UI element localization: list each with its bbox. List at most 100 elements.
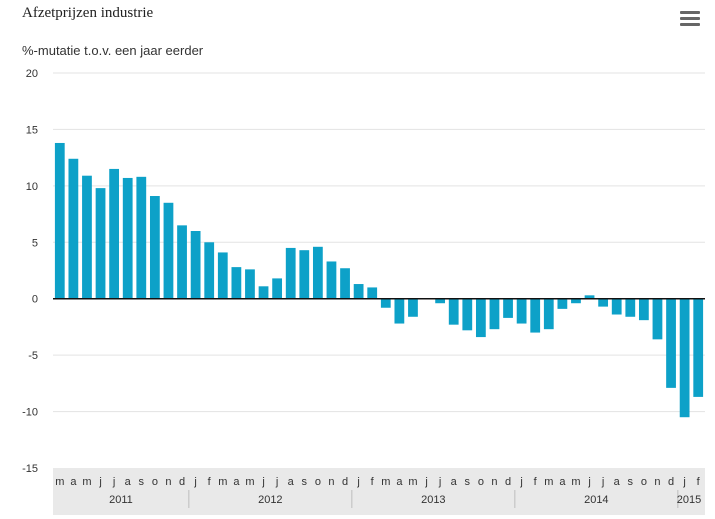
- bar: [666, 298, 676, 388]
- bar: [679, 298, 690, 418]
- bar: [272, 278, 283, 299]
- menu-icon[interactable]: [680, 11, 700, 27]
- bar: [122, 177, 133, 299]
- bar: [54, 142, 65, 299]
- x-tick-label: d: [179, 476, 185, 488]
- x-tick-label: f: [208, 476, 212, 488]
- y-tick-label: -15: [22, 463, 38, 475]
- x-tick-label: j: [112, 476, 115, 488]
- x-tick-label: s: [628, 476, 634, 488]
- bar: [367, 287, 378, 299]
- x-tick-label: a: [451, 476, 458, 488]
- x-tick-label: n: [491, 476, 497, 488]
- x-tick-label: a: [559, 476, 566, 488]
- x-tick-label: o: [478, 476, 484, 488]
- y-tick-label: 20: [26, 68, 38, 80]
- x-tick-label: d: [342, 476, 348, 488]
- y-tick-label: 5: [32, 237, 38, 249]
- x-tick-label: s: [302, 476, 308, 488]
- bar: [326, 261, 337, 299]
- bar: [638, 298, 649, 321]
- bar: [258, 286, 269, 299]
- bar: [163, 202, 174, 299]
- x-tick-label: s: [139, 476, 145, 488]
- bar: [584, 295, 595, 299]
- chart-title: Afzetprijzen industrie: [22, 5, 154, 21]
- y-tick-label: 10: [26, 181, 38, 193]
- bar: [245, 269, 255, 299]
- x-tick-label: m: [381, 476, 390, 488]
- x-tick-label: j: [356, 476, 359, 488]
- x-tick-label: o: [152, 476, 158, 488]
- x-tick-label: j: [587, 476, 590, 488]
- x-tick-label: j: [682, 476, 685, 488]
- year-label: 2013: [421, 494, 445, 506]
- bar: [598, 298, 609, 307]
- bar: [231, 267, 242, 299]
- bar: [285, 247, 296, 299]
- bar: [68, 158, 79, 299]
- bar: [693, 298, 704, 397]
- y-tick-label: -5: [28, 350, 38, 362]
- bar: [516, 298, 527, 324]
- x-tick-label: m: [82, 476, 91, 488]
- x-tick-label: f: [534, 476, 538, 488]
- x-tick-label: m: [55, 476, 64, 488]
- bar: [353, 284, 364, 299]
- year-label: 2012: [258, 494, 282, 506]
- bar: [408, 298, 418, 317]
- x-tick-label: a: [614, 476, 621, 488]
- y-tick-label: 15: [26, 124, 38, 136]
- bar: [217, 252, 228, 299]
- bar: [435, 298, 446, 304]
- bar: [177, 225, 187, 299]
- x-tick-label: d: [505, 476, 511, 488]
- bar: [299, 250, 310, 299]
- bar: [380, 298, 391, 308]
- x-tick-label: m: [245, 476, 254, 488]
- x-tick-label: j: [193, 476, 196, 488]
- bar: [394, 298, 405, 324]
- x-tick-label: a: [70, 476, 77, 488]
- bar: [462, 298, 473, 331]
- x-tick-label: f: [371, 476, 375, 488]
- x-tick-label: s: [465, 476, 471, 488]
- bar: [109, 168, 120, 299]
- bar: [489, 298, 500, 330]
- x-tick-label: d: [668, 476, 674, 488]
- bar: [312, 246, 323, 299]
- year-label: 2011: [109, 494, 133, 506]
- x-tick-label: m: [218, 476, 227, 488]
- year-label: 2014: [584, 494, 608, 506]
- x-tick-label: o: [315, 476, 321, 488]
- y-axis-label: %-mutatie t.o.v. een jaar eerder: [22, 43, 204, 58]
- bar: [611, 298, 622, 315]
- bar: [571, 298, 581, 304]
- x-tick-label: j: [519, 476, 522, 488]
- bar: [448, 298, 459, 325]
- year-label: 2015: [677, 494, 701, 506]
- bar: [149, 196, 160, 299]
- y-tick-label: 0: [32, 294, 38, 306]
- x-tick-label: m: [408, 476, 417, 488]
- bar: [82, 175, 92, 299]
- x-tick-label: a: [125, 476, 132, 488]
- x-tick-label: n: [328, 476, 334, 488]
- x-tick-label: m: [571, 476, 580, 488]
- y-tick-label: -10: [22, 407, 38, 419]
- bar: [652, 298, 663, 340]
- bar: [625, 298, 636, 317]
- bar: [95, 188, 106, 299]
- bar: [204, 242, 215, 299]
- x-tick-label: j: [601, 476, 604, 488]
- bar: [340, 268, 350, 299]
- x-tick-label: a: [288, 476, 295, 488]
- bar: [136, 176, 147, 299]
- bar: [543, 298, 554, 330]
- x-tick-label: j: [261, 476, 264, 488]
- x-tick-label: a: [396, 476, 403, 488]
- x-tick-label: n: [165, 476, 171, 488]
- x-tick-label: j: [424, 476, 427, 488]
- bar: [190, 231, 201, 299]
